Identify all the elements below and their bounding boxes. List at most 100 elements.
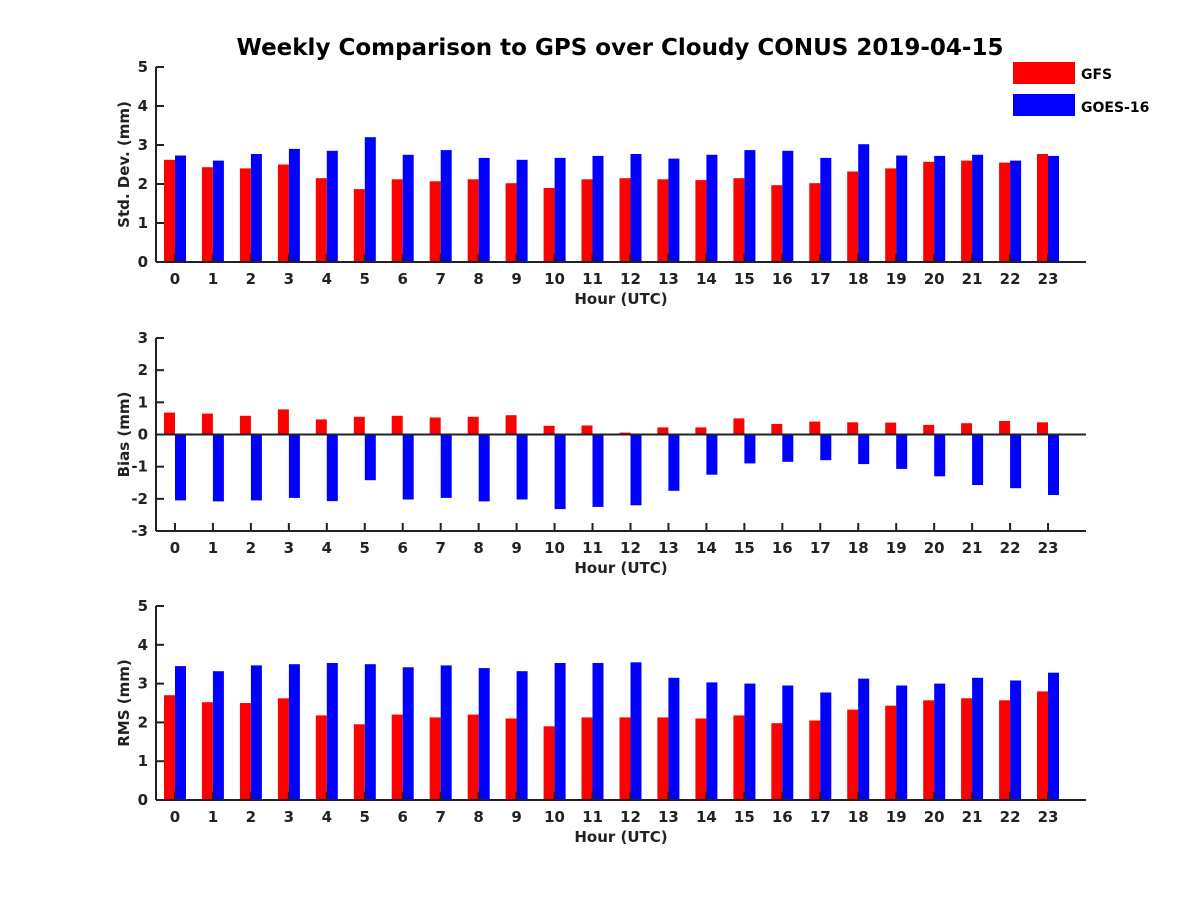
stddev-bar-goes16-2 xyxy=(250,154,262,262)
bias-bar-goes16-10 xyxy=(554,434,566,510)
stddev-ytick-label: 2 xyxy=(138,175,148,193)
rms-bar-gfs-7 xyxy=(429,717,441,800)
bias-xtick-label: 20 xyxy=(924,539,945,557)
bias-bar-gfs-8 xyxy=(467,416,479,435)
bias-xtick-label: 16 xyxy=(772,539,793,557)
stddev-xtick-label: 4 xyxy=(322,270,332,288)
bias-xtick-label: 6 xyxy=(398,539,408,557)
stddev-xtick-label: 5 xyxy=(360,270,370,288)
rms-xtick-label: 5 xyxy=(360,808,370,826)
stddev-xtick-label: 2 xyxy=(246,270,256,288)
stddev-ytick-label: 3 xyxy=(138,136,148,154)
rms-bar-goes16-10 xyxy=(554,663,566,800)
rms-ytick-label: 0 xyxy=(138,791,148,809)
stddev-bar-goes16-0 xyxy=(175,155,186,262)
bias-bar-goes16-22 xyxy=(1010,434,1022,489)
stddev-bar-goes16-3 xyxy=(288,148,300,262)
bias-bar-goes16-0 xyxy=(175,434,186,501)
rms-bar-goes16-11 xyxy=(592,663,604,800)
bias-bar-goes16-2 xyxy=(250,434,262,501)
rms-xtick-label: 13 xyxy=(658,808,679,826)
stddev-bar-gfs-13 xyxy=(657,179,669,262)
bias-bar-gfs-18 xyxy=(847,422,859,435)
stddev-xtick-label: 18 xyxy=(848,270,869,288)
rms-xtick-label: 7 xyxy=(435,808,445,826)
rms-bar-goes16-18 xyxy=(858,678,870,800)
rms-bar-gfs-13 xyxy=(657,717,669,800)
legend-swatch-goes16 xyxy=(1013,94,1075,116)
stddev-ytick-label: 4 xyxy=(138,97,148,115)
stddev-xtick-label: 16 xyxy=(772,270,793,288)
bias-xlabel: Hour (UTC) xyxy=(574,559,667,577)
bias-bar-goes16-12 xyxy=(630,434,642,506)
bias-xtick-label: 10 xyxy=(544,539,565,557)
bias-bar-goes16-5 xyxy=(364,434,376,481)
stddev-xtick-label: 8 xyxy=(473,270,483,288)
rms-bar-goes16-5 xyxy=(364,664,376,800)
rms-xtick-label: 18 xyxy=(848,808,869,826)
bias-bar-gfs-1 xyxy=(201,413,213,435)
bias-ytick-label: -3 xyxy=(131,522,148,540)
legend-label-gfs: GFS xyxy=(1081,67,1112,83)
rms-bar-gfs-20 xyxy=(923,700,935,800)
rms-ytick-label: 4 xyxy=(138,636,148,654)
stddev-bar-gfs-19 xyxy=(885,168,897,262)
stddev-xtick-label: 19 xyxy=(886,270,907,288)
rms-bar-gfs-17 xyxy=(809,720,821,800)
bias-ytick-label: 1 xyxy=(138,393,148,411)
bias-bar-gfs-5 xyxy=(353,416,365,435)
rms-bar-goes16-15 xyxy=(744,683,756,800)
stddev-bar-gfs-8 xyxy=(467,179,479,262)
stddev-bar-gfs-5 xyxy=(353,189,365,262)
bias-xtick-label: 2 xyxy=(246,539,256,557)
rms-xtick-label: 1 xyxy=(208,808,218,826)
stddev-bar-gfs-10 xyxy=(543,187,555,262)
bias-bar-gfs-6 xyxy=(391,415,403,435)
stddev-xtick-label: 7 xyxy=(435,270,445,288)
bias-xtick-label: 13 xyxy=(658,539,679,557)
stddev-xtick-label: 9 xyxy=(511,270,521,288)
stddev-bar-goes16-18 xyxy=(858,144,870,262)
bias-ylabel: Bias (mm) xyxy=(115,392,133,478)
bias-bar-goes16-7 xyxy=(440,434,452,498)
stddev-bar-goes16-16 xyxy=(782,150,794,262)
rms-xtick-label: 20 xyxy=(924,808,945,826)
rms-bar-gfs-12 xyxy=(619,717,631,800)
rms-bar-gfs-2 xyxy=(239,703,251,800)
figure-title: Weekly Comparison to GPS over Cloudy CON… xyxy=(237,35,1004,61)
bias-bar-goes16-13 xyxy=(668,434,680,491)
stddev-ytick-label: 5 xyxy=(138,58,148,76)
stddev-xtick-label: 1 xyxy=(208,270,218,288)
stddev-bar-goes16-20 xyxy=(934,155,946,262)
bias-bar-goes16-17 xyxy=(820,434,832,461)
bias-xtick-label: 8 xyxy=(473,539,483,557)
bias-bar-gfs-7 xyxy=(429,417,441,435)
rms-bar-gfs-10 xyxy=(543,726,555,800)
bias-ytick-label: -2 xyxy=(131,490,148,508)
stddev-bar-gfs-20 xyxy=(923,161,935,262)
rms-xtick-label: 10 xyxy=(544,808,565,826)
stddev-bar-goes16-1 xyxy=(212,160,224,262)
rms-bar-goes16-21 xyxy=(972,677,984,800)
stddev-bar-goes16-15 xyxy=(744,150,756,262)
bias-ytick-label: 0 xyxy=(138,426,148,444)
bias-bar-goes16-14 xyxy=(706,434,718,475)
stddev-xtick-label: 10 xyxy=(544,270,565,288)
stddev-bar-gfs-0 xyxy=(164,159,175,262)
rms-bar-gfs-8 xyxy=(467,714,479,800)
stddev-bar-gfs-6 xyxy=(391,179,403,262)
stddev-bar-goes16-13 xyxy=(668,158,680,262)
bias-xtick-label: 11 xyxy=(582,539,603,557)
bias-bar-goes16-19 xyxy=(896,434,908,469)
rms-bar-gfs-15 xyxy=(733,715,745,800)
bias-bar-goes16-18 xyxy=(858,434,870,465)
stddev-xtick-label: 17 xyxy=(810,270,831,288)
rms-xtick-label: 12 xyxy=(620,808,641,826)
bias-bar-gfs-14 xyxy=(695,427,707,435)
bias-bar-goes16-21 xyxy=(972,434,984,485)
rms-xtick-label: 16 xyxy=(772,808,793,826)
bias-bar-gfs-10 xyxy=(543,425,555,435)
